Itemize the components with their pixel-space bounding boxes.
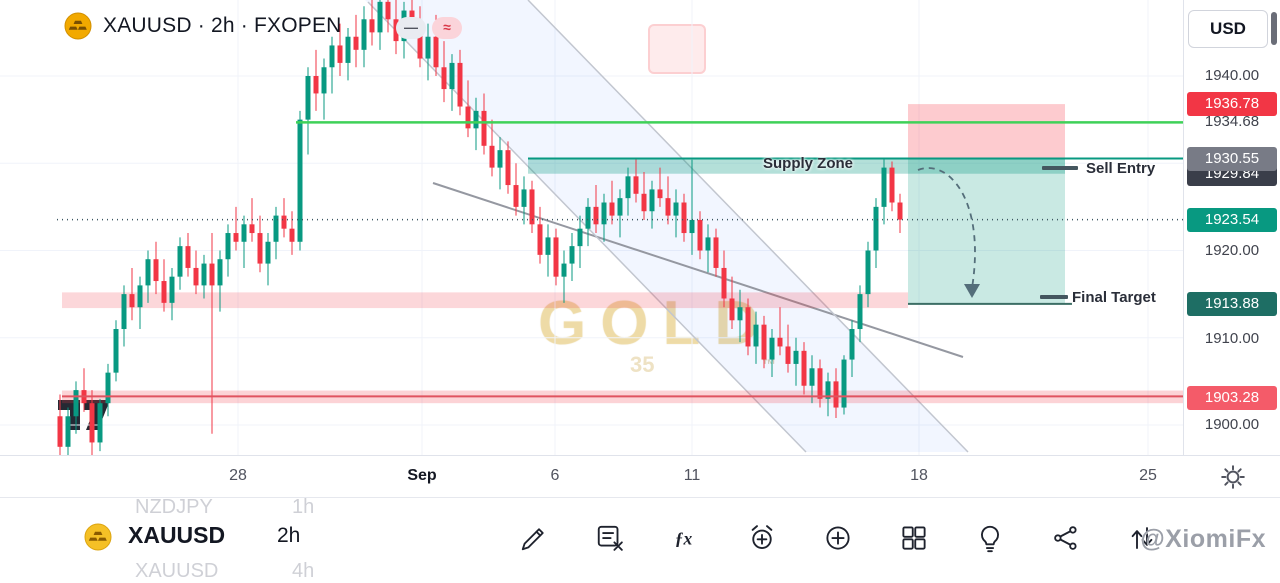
time-label: 18 — [910, 467, 928, 484]
time-axis[interactable]: 28 Sep 6 11 18 25 — [0, 455, 1280, 498]
watermark-gold-text: GOLD — [538, 289, 774, 358]
sort-arrows-icon[interactable] — [1126, 522, 1158, 554]
candlestick-chart[interactable] — [0, 0, 1183, 455]
watchlist-item-symbol[interactable]: NZDJPY — [135, 496, 213, 518]
bottom-toolbar: NZDJPY 1h XAUUSD 4h XAUUSD 2h — [0, 496, 1280, 582]
draw-icon[interactable] — [518, 522, 550, 554]
watermark-flag-icon — [648, 24, 706, 74]
sell-entry-dash — [1042, 166, 1078, 170]
time-label-month: Sep — [407, 467, 437, 484]
sell-entry-label: Sell Entry — [1086, 160, 1156, 177]
svg-text:ƒx: ƒx — [675, 528, 693, 548]
supply-zone-label: Supply Zone — [763, 155, 853, 172]
final-target-dash — [1040, 295, 1068, 299]
price-badge-current: 1923.54 — [1187, 208, 1277, 232]
price-label: 1940.00 — [1204, 67, 1260, 84]
collapsed-indicator-chip[interactable]: — — [396, 17, 426, 39]
axis-settings-gear-icon[interactable] — [1220, 464, 1246, 490]
price-label: 1900.00 — [1204, 416, 1260, 433]
active-symbol-label[interactable]: XAUUSD — [128, 522, 226, 548]
toolbar-icon-row: ƒx — [518, 522, 1158, 554]
gold-coin-icon — [64, 12, 92, 40]
watchlist-item-timeframe: 1h — [292, 496, 315, 518]
price-badge-sell-entry: 1930.55 — [1187, 147, 1277, 171]
watchlist-item-symbol[interactable]: XAUUSD — [135, 560, 219, 582]
scrollbar-thumb[interactable] — [1271, 12, 1277, 45]
layout-grid-icon[interactable] — [898, 522, 930, 554]
watermark-number: 35 — [630, 352, 655, 377]
credit-watermark: @XiomiFx — [1140, 525, 1266, 553]
chart-area[interactable]: GOLD 35 ™ Supply Zone Sell Entry Final T… — [0, 0, 1183, 455]
symbol-title: XAUUSD · 2h · FXOPEN — [103, 14, 342, 37]
currency-selector-button[interactable]: USD — [1188, 10, 1268, 48]
fx-indicators-icon[interactable]: ƒx — [670, 522, 702, 554]
price-label: 1934.68 — [1204, 113, 1260, 130]
time-label: 28 — [229, 467, 247, 484]
price-label: 1910.00 — [1204, 330, 1260, 347]
gold-coin-icon — [84, 523, 112, 551]
notes-remove-icon[interactable] — [594, 522, 626, 554]
price-label: 1920.00 — [1204, 242, 1260, 259]
time-label: 6 — [550, 467, 560, 484]
alarm-add-icon[interactable] — [746, 522, 778, 554]
watchlist-item-timeframe: 4h — [292, 560, 315, 582]
plus-circle-icon[interactable] — [822, 522, 854, 554]
time-label: 11 — [683, 467, 701, 484]
symbol-header[interactable]: XAUUSD · 2h · FXOPEN — [64, 12, 342, 40]
price-badge-stop: 1936.78 — [1187, 92, 1277, 116]
price-axis[interactable]: 1940.00 1934.68 1920.00 1910.00 1900.00 … — [1183, 0, 1280, 455]
time-label: 25 — [1139, 467, 1157, 484]
share-icon[interactable] — [1050, 522, 1082, 554]
price-badge-support: 1903.28 — [1187, 386, 1277, 410]
active-timeframe-label[interactable]: 2h — [277, 524, 301, 547]
price-badge-final-target: 1913.88 — [1187, 292, 1277, 316]
collapsed-drawing-chip[interactable]: ≈ — [432, 17, 462, 39]
final-target-label: Final Target — [1072, 289, 1156, 306]
idea-bulb-icon[interactable] — [974, 522, 1006, 554]
